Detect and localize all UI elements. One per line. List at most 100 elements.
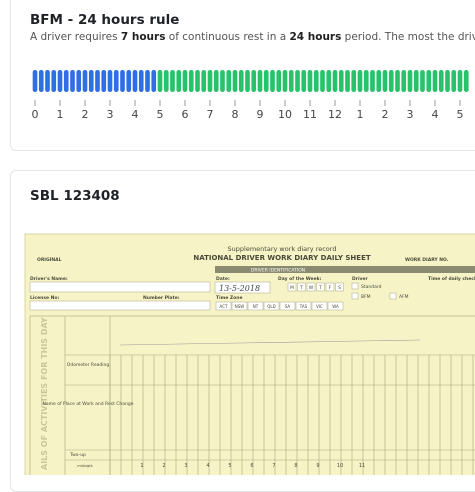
form-text: Supplementary work diary record xyxy=(228,245,337,253)
state-box xyxy=(311,301,328,311)
timeline-slot xyxy=(295,70,300,92)
tick-label: 0 xyxy=(32,108,39,121)
timeline-slot xyxy=(120,70,125,92)
timeline-slot xyxy=(157,70,163,92)
form-text: 9 xyxy=(316,463,319,469)
timeline-slot xyxy=(213,70,219,92)
timeline-slot xyxy=(201,70,207,92)
tick-label: 4 xyxy=(432,108,439,121)
tick-label: 1 xyxy=(357,108,364,121)
timeline-slot xyxy=(238,70,244,92)
form-text: SA xyxy=(285,304,291,309)
form-text: Driver's Name: xyxy=(30,276,68,282)
form-text: W xyxy=(309,285,314,291)
state-box xyxy=(263,301,280,311)
form-line xyxy=(119,339,421,346)
timeline-slot xyxy=(407,70,413,92)
timeline-slot xyxy=(313,70,319,92)
form-text: NATIONAL DRIVER WORK DIARY DAILY SHEET xyxy=(193,254,371,262)
form-text: 10 xyxy=(337,463,343,469)
day-box xyxy=(297,282,306,292)
timeline-slot xyxy=(151,70,157,92)
timeline-slot xyxy=(32,70,38,92)
form-text: Driver xyxy=(352,276,368,282)
form-text: 1 xyxy=(140,463,143,469)
form-text: 13-5-2018 xyxy=(219,284,260,293)
description-part: A driver requires xyxy=(30,31,121,43)
form-text: AILS OF ACTIVITIES FOR THIS DAY xyxy=(40,317,49,470)
state-box xyxy=(215,301,232,311)
day-box xyxy=(325,282,335,292)
timeline-slot xyxy=(395,70,400,92)
form-text: Day of the Week: xyxy=(278,276,322,282)
timeline-slot xyxy=(370,70,375,92)
form-text: NSW xyxy=(235,304,245,309)
timeline-slot xyxy=(338,70,344,92)
timeline-slot xyxy=(57,70,63,92)
timeline-slot xyxy=(138,70,144,92)
form-text: Number Plate: xyxy=(143,295,180,301)
card-description: A driver requires 7 hours of continuous … xyxy=(30,31,475,43)
band xyxy=(215,266,475,273)
check-box xyxy=(389,292,397,300)
tick-label: 9 xyxy=(257,108,264,121)
form-text: Time of daily check xyxy=(428,276,475,282)
day-box xyxy=(287,282,297,292)
form-text: S xyxy=(338,285,341,291)
tick-label: 2 xyxy=(382,108,389,121)
timeline-slot xyxy=(257,70,263,92)
form-text: F xyxy=(329,285,332,291)
timeline-slot xyxy=(301,70,307,92)
tick-label: 4 xyxy=(132,108,139,121)
timeline-slot xyxy=(251,70,257,92)
timeline-slot xyxy=(276,70,282,92)
description-part: period. The most the driver r xyxy=(344,31,475,43)
form-text: 11 xyxy=(359,463,365,469)
tick-label: 3 xyxy=(107,108,114,121)
form-text: TAS xyxy=(299,304,308,309)
tick-label: 3 xyxy=(407,108,414,121)
form-text: T xyxy=(299,285,303,291)
timeline-slot xyxy=(420,70,425,92)
timeline-slot xyxy=(413,70,419,92)
card-title: SBL 123408 xyxy=(30,188,120,204)
timeline-slot xyxy=(163,70,169,92)
description-part: 24 hours xyxy=(289,31,342,43)
form-text: License No: xyxy=(30,295,59,301)
form-text: Standard xyxy=(361,284,382,290)
timeline-slot xyxy=(113,70,119,92)
form-text: midnight xyxy=(77,464,93,468)
timeline-slot xyxy=(126,70,132,92)
form-text: T xyxy=(318,285,322,291)
form-text: QLD xyxy=(267,304,275,309)
timeline-slot xyxy=(345,70,350,92)
timeline-slot xyxy=(107,70,113,92)
timeline-slot xyxy=(357,70,363,92)
form-text: Two-up xyxy=(69,452,86,458)
sheet-paper xyxy=(24,233,475,475)
timeline-slot xyxy=(351,70,357,92)
tick-label: 12 xyxy=(328,108,342,121)
timeline-slot xyxy=(263,70,269,92)
page: BFM - 24 hours rule A driver requires 7 … xyxy=(10,0,475,492)
form-text: 2 xyxy=(162,463,165,469)
timeline-slot xyxy=(170,70,175,92)
field xyxy=(29,300,211,311)
form-text: 5 xyxy=(228,463,231,469)
timeline-slot xyxy=(51,70,57,92)
form-text: DRIVER IDENTIFICATION xyxy=(251,268,305,274)
timeline-slot xyxy=(320,70,325,92)
tick-label: 1 xyxy=(57,108,64,121)
form-text: BFM xyxy=(361,294,371,300)
description-part: of continuous rest in a xyxy=(165,31,290,43)
timeline-slot xyxy=(463,70,469,92)
timeline-slot xyxy=(63,70,69,92)
field xyxy=(214,281,271,294)
timeline-slot xyxy=(226,70,232,92)
form-text: AFM xyxy=(399,294,409,300)
timeline-slot xyxy=(45,70,50,92)
check-box xyxy=(351,292,359,300)
timeline-slot xyxy=(382,70,388,92)
tick-label: 8 xyxy=(232,108,239,121)
